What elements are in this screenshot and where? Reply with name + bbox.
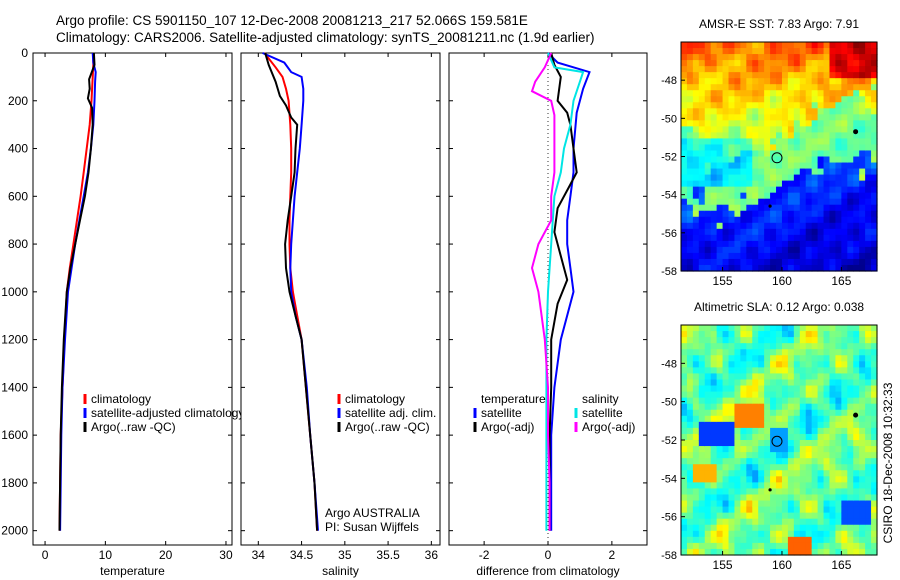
y-tick-label: 400 <box>8 142 28 156</box>
legend-entry: temperature <box>481 392 546 406</box>
series-line-salinity-argo-adj- <box>530 52 556 531</box>
series-line-temperature-argo-adj- <box>548 52 578 531</box>
x-tick-label: 0 <box>42 548 49 562</box>
x-tick-label: 10 <box>99 548 113 562</box>
y-tick-label: -54 <box>661 473 677 485</box>
x-tick-label: 20 <box>159 548 173 562</box>
difference-profile-panel: -2 0 2 difference from climatology temperatu… <box>448 52 648 578</box>
legend-entry: satellite <box>582 406 623 420</box>
temperature-profile-axes-box <box>32 52 233 546</box>
sst-map-panel: 155 160 165 -48 -50 -52 -54 -56 -58 AMSR-E SST: 7… <box>661 17 878 288</box>
y-tick-label: 0 <box>21 46 28 60</box>
y-tick-label: -56 <box>661 512 677 524</box>
legend-entry: satellite adj. clim. <box>345 406 436 420</box>
legend-entry: climatology <box>91 392 151 406</box>
island-marker <box>768 204 772 208</box>
legend-entry: salinity <box>582 392 619 406</box>
legend-entry: Argo(..raw -QC) <box>91 420 176 434</box>
legend-entry: Argo(-adj) <box>481 420 534 434</box>
legend-entry: satellite <box>481 406 522 420</box>
y-tick-label: 600 <box>8 189 28 203</box>
x-tick-label: 0 <box>545 548 552 562</box>
legend-entry: Argo(..raw -QC) <box>345 420 430 434</box>
y-tick-label: -54 <box>661 190 677 202</box>
y-tick-label: 1400 <box>1 380 28 394</box>
y-tick-label: 200 <box>8 94 28 108</box>
y-tick-label: -50 <box>661 113 677 125</box>
figure-title-line1: Argo profile: CS 5901150_107 12-Dec-2008… <box>56 13 528 28</box>
x-axis-label: temperature <box>100 564 165 578</box>
pi-name-label: PI: Susan Wijffels <box>325 520 419 534</box>
y-tick-label: -52 <box>661 435 677 447</box>
float-position-marker <box>771 435 783 447</box>
series-line-temperature-satellite <box>547 52 591 531</box>
sla-map-panel: 155 160 165 -48 -50 -52 -54 -56 -58 Altimetric SL… <box>661 300 878 572</box>
figure-title-line2: Climatology: CARS2006. Satellite-adjuste… <box>56 30 595 45</box>
x-tick-label: 155 <box>713 558 733 572</box>
x-tick-label: 165 <box>831 274 851 288</box>
argo-australia-label: Argo AUSTRALIA <box>325 506 420 520</box>
x-tick-label: 36 <box>425 548 439 562</box>
island-marker <box>853 412 859 418</box>
y-tick-label: 1000 <box>1 285 28 299</box>
y-tick-label: -48 <box>661 75 677 87</box>
sst-map-title: AMSR-E SST: 7.83 Argo: 7.91 <box>699 17 859 31</box>
x-tick-label: 35.5 <box>376 548 400 562</box>
salinity-profile-axes-box <box>240 52 441 546</box>
x-tick-label: 34 <box>252 548 266 562</box>
x-tick-label: 160 <box>772 274 792 288</box>
legend-entry: Argo(-adj) <box>582 420 635 434</box>
x-tick-label: 2 <box>609 548 616 562</box>
y-tick-label: -48 <box>661 358 677 370</box>
series-line-salinity-satellite <box>545 52 585 531</box>
x-axis-label: difference from climatology <box>476 564 619 578</box>
x-axis-label: salinity <box>322 564 359 578</box>
credit-label: CSIRO 18-Dec-2008 10:32:33 <box>881 382 895 543</box>
x-tick-label: 30 <box>219 548 233 562</box>
legend-entry: climatology <box>345 392 405 406</box>
sla-map-color-field <box>681 325 878 556</box>
y-tick-label: 1200 <box>1 333 28 347</box>
sst-map-color-field <box>681 42 878 272</box>
island-marker <box>853 129 859 135</box>
y-tick-label: -56 <box>661 228 677 240</box>
x-tick-label: 34.5 <box>290 548 314 562</box>
x-tick-label: 165 <box>831 558 851 572</box>
y-tick-label: 800 <box>8 237 28 251</box>
y-tick-label: -58 <box>661 550 677 562</box>
x-tick-label: 35 <box>338 548 352 562</box>
island-marker <box>768 488 772 492</box>
x-tick-label: 155 <box>713 274 733 288</box>
y-tick-label: -50 <box>661 397 677 409</box>
y-tick-label: 1800 <box>1 476 28 490</box>
y-tick-label: -58 <box>661 266 677 278</box>
y-tick-label: -52 <box>661 152 677 164</box>
y-tick-label: 1600 <box>1 428 28 442</box>
float-position-marker <box>771 152 783 164</box>
x-tick-label: -2 <box>479 548 490 562</box>
series-line-argo-raw-qc- <box>58 52 96 531</box>
x-tick-label: 160 <box>772 558 792 572</box>
sla-map-title: Altimetric SLA: 0.12 Argo: 0.038 <box>694 300 864 314</box>
temperature-profile-panel: 0 10 20 30 temperature 0 200 400 600 800 1000 1200 1… <box>1 46 244 578</box>
series-line-argo-raw-qc- <box>264 52 319 531</box>
y-tick-label: 2000 <box>1 524 28 538</box>
salinity-profile-panel: 34 34.5 35 35.5 36 salinity climatologysatelli… <box>240 52 441 578</box>
legend-entry: satellite-adjusted climatology <box>91 406 244 420</box>
